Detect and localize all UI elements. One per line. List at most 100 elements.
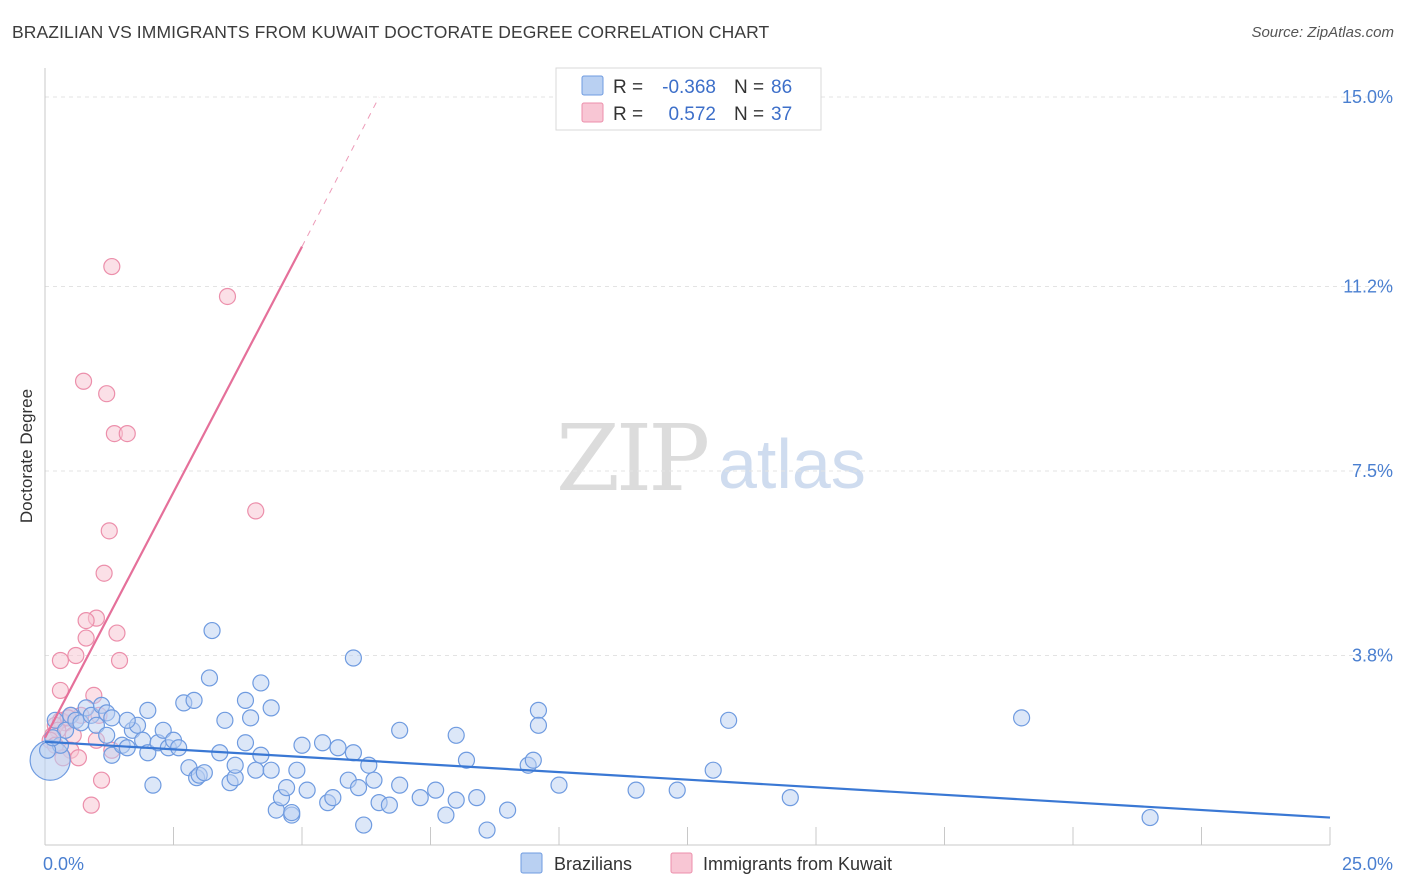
point-brazilians — [236, 734, 255, 752]
point-brazilians — [154, 721, 172, 739]
point-brazilians — [781, 789, 799, 807]
point-kuwait — [92, 771, 111, 789]
point-brazilians — [242, 709, 260, 727]
point-brazilians — [627, 781, 645, 799]
point-kuwait — [118, 425, 136, 443]
series-kuwait-points — [41, 257, 265, 814]
point-brazilians — [56, 721, 75, 739]
point-brazilians — [103, 746, 121, 764]
point-brazilians — [1141, 808, 1159, 827]
chart-title: BRAZILIAN VS IMMIGRANTS FROM KUWAIT DOCT… — [12, 22, 770, 42]
legend-r-value-kuwait: 0.572 — [668, 104, 716, 125]
point-brazilians — [195, 764, 213, 782]
point-brazilians — [365, 771, 383, 789]
point-kuwait — [98, 385, 116, 403]
point-brazilians — [529, 716, 548, 734]
point-brazilians — [391, 776, 409, 794]
bottom-legend-swatch-kuwait — [670, 852, 693, 874]
point-brazilians — [216, 711, 234, 729]
top-legend: R = -0.368 N = 86 R = 0.572 N = 37 — [555, 67, 822, 131]
point-brazilians — [252, 674, 270, 692]
point-brazilians — [380, 796, 398, 814]
point-kuwait — [218, 287, 237, 306]
point-brazilians — [391, 721, 409, 739]
point-kuwait — [77, 629, 95, 647]
point-brazilians — [313, 734, 332, 752]
axes — [44, 68, 1331, 846]
point-kuwait — [100, 522, 118, 540]
point-brazilians — [226, 756, 244, 774]
point-brazilians — [293, 736, 311, 754]
x-tick-labels: 0.0% 25.0% — [43, 854, 1393, 874]
y-tick-label: 7.5% — [1352, 461, 1393, 481]
point-brazilians — [283, 803, 301, 822]
point-brazilians — [344, 649, 362, 667]
point-brazilians — [720, 711, 738, 729]
y-axis-label: Doctorate Degree — [17, 389, 36, 523]
legend-r-value-brazilians: -0.368 — [662, 77, 716, 98]
point-brazilians — [170, 739, 188, 757]
point-kuwait — [69, 749, 88, 767]
point-brazilians — [236, 691, 255, 709]
point-brazilians — [344, 744, 362, 762]
point-kuwait — [95, 564, 113, 582]
legend-r-label-1: R = — [613, 77, 643, 98]
point-brazilians — [262, 761, 280, 779]
point-brazilians — [550, 776, 568, 794]
point-kuwait — [67, 646, 85, 665]
point-brazilians — [437, 806, 455, 824]
point-brazilians — [262, 699, 280, 717]
point-kuwait — [82, 796, 100, 814]
point-brazilians — [427, 781, 445, 799]
point-brazilians — [457, 751, 476, 769]
point-brazilians — [139, 701, 157, 719]
legend-n-value-kuwait: 37 — [771, 104, 792, 125]
point-brazilians — [447, 726, 465, 744]
point-brazilians — [247, 761, 265, 779]
point-brazilians — [349, 779, 368, 797]
y-tick-label: 15.0% — [1342, 87, 1393, 107]
point-brazilians — [668, 781, 686, 799]
point-brazilians — [288, 761, 306, 779]
point-kuwait — [247, 502, 265, 520]
point-brazilians — [118, 711, 136, 729]
point-brazilians — [324, 789, 342, 807]
point-brazilians — [185, 691, 203, 709]
legend-n-value-brazilians: 86 — [771, 77, 792, 98]
trend-line-kuwait — [44, 246, 303, 739]
bottom-legend: Brazilians Immigrants from Kuwait — [520, 852, 892, 874]
point-brazilians — [529, 701, 548, 719]
point-kuwait — [103, 257, 121, 276]
trend-lines — [44, 96, 1331, 819]
point-brazilians — [277, 779, 296, 797]
point-kuwait — [108, 624, 126, 642]
point-brazilians — [200, 669, 219, 687]
point-brazilians — [144, 776, 162, 794]
bottom-legend-label-kuwait: Immigrants from Kuwait — [703, 854, 892, 874]
series-brazilians-points — [29, 621, 1159, 839]
y-tick-label: 3.8% — [1352, 646, 1393, 666]
trend-line-kuwait-extension — [301, 96, 380, 247]
point-kuwait — [110, 651, 129, 670]
point-brazilians — [87, 716, 106, 734]
y-tick-labels: 3.8% 7.5% 11.2% 15.0% — [1342, 87, 1393, 666]
legend-r-label-2: R = — [613, 104, 643, 125]
y-tick-label: 11.2% — [1343, 276, 1393, 296]
point-kuwait — [74, 372, 93, 390]
point-brazilians — [411, 789, 429, 807]
point-brazilians — [298, 781, 316, 799]
point-brazilians — [499, 801, 517, 819]
legend-n-label-1: N = — [734, 77, 764, 98]
grid — [45, 96, 1392, 657]
point-brazilians — [355, 816, 373, 834]
point-brazilians — [203, 621, 221, 640]
point-brazilians — [103, 709, 121, 727]
watermark-atlas: atlas — [718, 425, 866, 503]
x-tick-label: 25.0% — [1342, 854, 1393, 874]
legend-swatch-brazilians — [581, 75, 604, 96]
point-brazilians — [704, 761, 722, 779]
point-brazilians — [98, 726, 116, 744]
bottom-legend-label-brazilians: Brazilians — [554, 854, 632, 874]
source-label: Source: ZipAtlas.com — [1251, 24, 1394, 41]
